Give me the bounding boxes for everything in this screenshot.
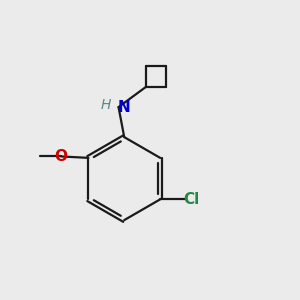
Text: N: N bbox=[117, 100, 130, 115]
Text: O: O bbox=[55, 149, 68, 164]
Text: Cl: Cl bbox=[184, 192, 200, 207]
Text: H: H bbox=[100, 98, 111, 112]
